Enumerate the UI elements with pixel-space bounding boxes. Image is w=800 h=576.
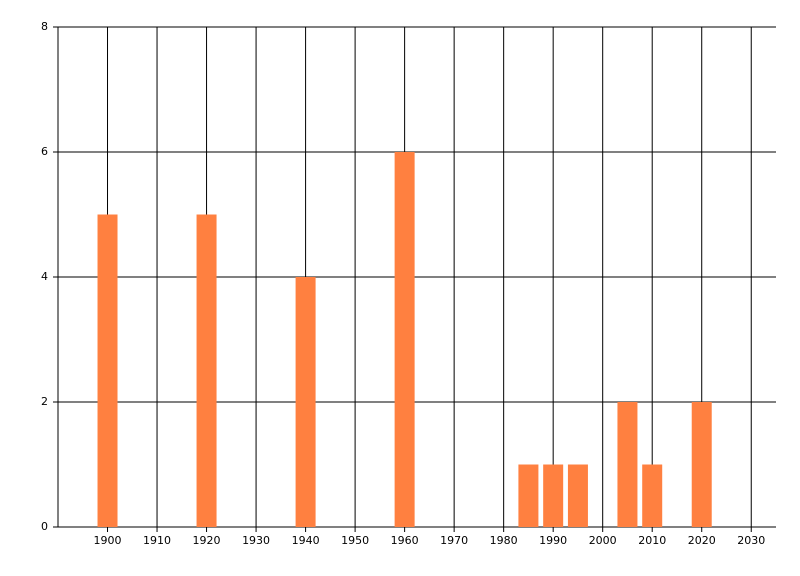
x-tick-label: 1980 (490, 534, 518, 547)
x-tick-label: 1940 (292, 534, 320, 547)
x-tick-label: 1960 (391, 534, 419, 547)
x-tick-label: 1900 (94, 534, 122, 547)
bar (691, 402, 712, 527)
x-tick-label: 2020 (688, 534, 716, 547)
bar (196, 214, 217, 527)
y-tick-label: 0 (41, 520, 48, 533)
y-tick-label: 4 (41, 270, 48, 283)
x-tick-label: 2000 (589, 534, 617, 547)
bar (642, 464, 663, 527)
bar (543, 464, 564, 527)
x-tick-label: 1950 (341, 534, 369, 547)
bar (518, 464, 539, 527)
x-tick-label: 1910 (143, 534, 171, 547)
y-tick-label: 2 (41, 395, 48, 408)
bar (394, 152, 415, 527)
x-tick-label: 1970 (440, 534, 468, 547)
x-tick-label: 2010 (638, 534, 666, 547)
x-tick-label: 1920 (193, 534, 221, 547)
y-tick-label: 6 (41, 145, 48, 158)
x-tick-label: 1930 (242, 534, 270, 547)
bar (567, 464, 588, 527)
y-tick-label: 8 (41, 20, 48, 33)
bar (617, 402, 638, 527)
x-tick-label: 1990 (539, 534, 567, 547)
bar (295, 277, 316, 527)
bar (97, 214, 118, 527)
x-tick-label: 2030 (737, 534, 765, 547)
